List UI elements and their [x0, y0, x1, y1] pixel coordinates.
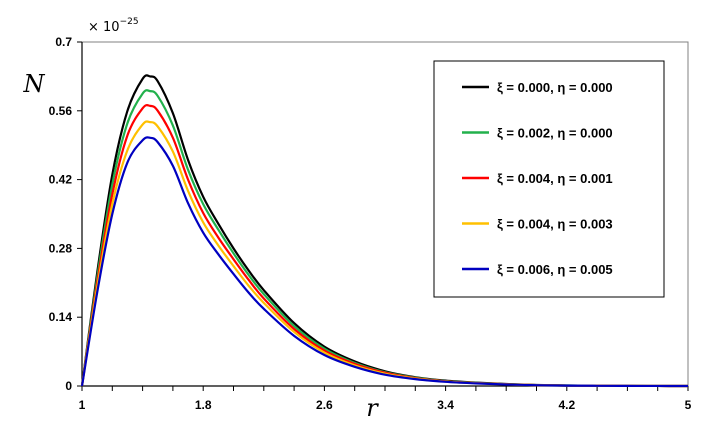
series-lines [80, 74, 689, 388]
y-multiplier-exponent: −25 [120, 17, 139, 27]
x-tick-label: 5 [685, 398, 692, 412]
y-tick-label: 0.7 [55, 35, 72, 49]
x-tick-label: 4.2 [558, 398, 575, 412]
y-tick-label: 0.56 [49, 104, 73, 118]
y-tick-label: 0.28 [49, 241, 73, 255]
axis-ticks: 0 0.14 0.28 0.42 0.56 0.7 1 1.8 2.6 3.4 4.2 5 [49, 35, 692, 412]
x-axis-label: r [366, 394, 379, 422]
legend-label-5: ξ = 0.006, η = 0.005 [497, 262, 613, 277]
x-tick-label: 1.8 [195, 398, 212, 412]
x-tick-label: 2.6 [316, 398, 333, 412]
legend-label-3: ξ = 0.004, η = 0.001 [497, 171, 613, 186]
y-tick-label: 0.42 [49, 173, 73, 187]
legend-label-4: ξ = 0.004, η = 0.003 [497, 217, 613, 232]
y-tick-label: 0.14 [49, 310, 73, 324]
y-tick-label: 0 [65, 379, 72, 393]
series-line-5 [80, 136, 689, 388]
y-multiplier: × 10−25 [88, 17, 139, 35]
legend-label-1: ξ = 0.000, η = 0.000 [497, 80, 613, 95]
y-multiplier-base: × 10 [88, 20, 120, 35]
legend-label-2: ξ = 0.002, η = 0.000 [497, 126, 613, 141]
x-tick-label: 1 [79, 398, 86, 412]
y-axis-label: N [23, 70, 46, 98]
legend: ξ = 0.000, η = 0.000 ξ = 0.002, η = 0.000… [433, 60, 665, 298]
x-tick-label: 3.4 [437, 398, 454, 412]
